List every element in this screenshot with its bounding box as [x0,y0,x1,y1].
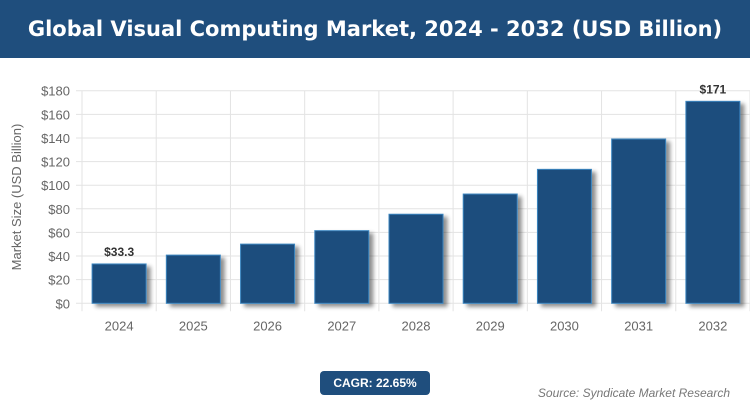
x-tick-label: 2025 [179,318,208,333]
y-tick-label: $20 [48,273,70,288]
data-label: $33.3 [104,245,134,259]
y-tick-label: $140 [41,131,70,146]
x-tick-label: 2029 [476,318,505,333]
x-tick-label: 2028 [402,318,431,333]
x-tick-label: 2024 [105,318,134,333]
source-note: Source: Syndicate Market Research [537,386,730,400]
bar-2026 [240,243,296,304]
bar-2025 [165,254,221,304]
chart-title: Global Visual Computing Market, 2024 - 2… [27,17,723,41]
bar-2032 [685,100,741,304]
bar-2027 [314,230,370,304]
y-tick-label: $80 [48,202,70,217]
bar-2028 [388,213,444,304]
y-tick-label: $0 [56,296,70,311]
bar-2024 [91,263,147,304]
y-tick-label: $160 [41,107,70,122]
bar-chart: $0 $20 $40 $60 $80 $100 $120 $140 $160 $180 2024 $3… [9,82,750,333]
y-tick-label: $100 [41,178,70,193]
x-tick-label: 2027 [327,318,356,333]
bar-2029 [462,193,518,304]
data-label: $171 [700,82,727,96]
y-tick-label: $60 [48,225,70,240]
y-axis-label: Market Size (USD Billion) [9,124,24,271]
bar-2030 [536,168,592,304]
x-tick-label: 2030 [550,318,579,333]
y-tick-label: $40 [48,249,70,264]
x-tick-label: 2032 [698,318,727,333]
bar-2031 [611,138,667,304]
y-tick-label: $180 [41,84,70,99]
chart-title-banner: Global Visual Computing Market, 2024 - 2… [0,0,750,58]
x-tick-label: 2031 [624,318,653,333]
y-tick-label: $120 [41,155,70,170]
cagr-badge: CAGR: 22.65% [320,371,430,395]
x-tick-label: 2026 [253,318,282,333]
